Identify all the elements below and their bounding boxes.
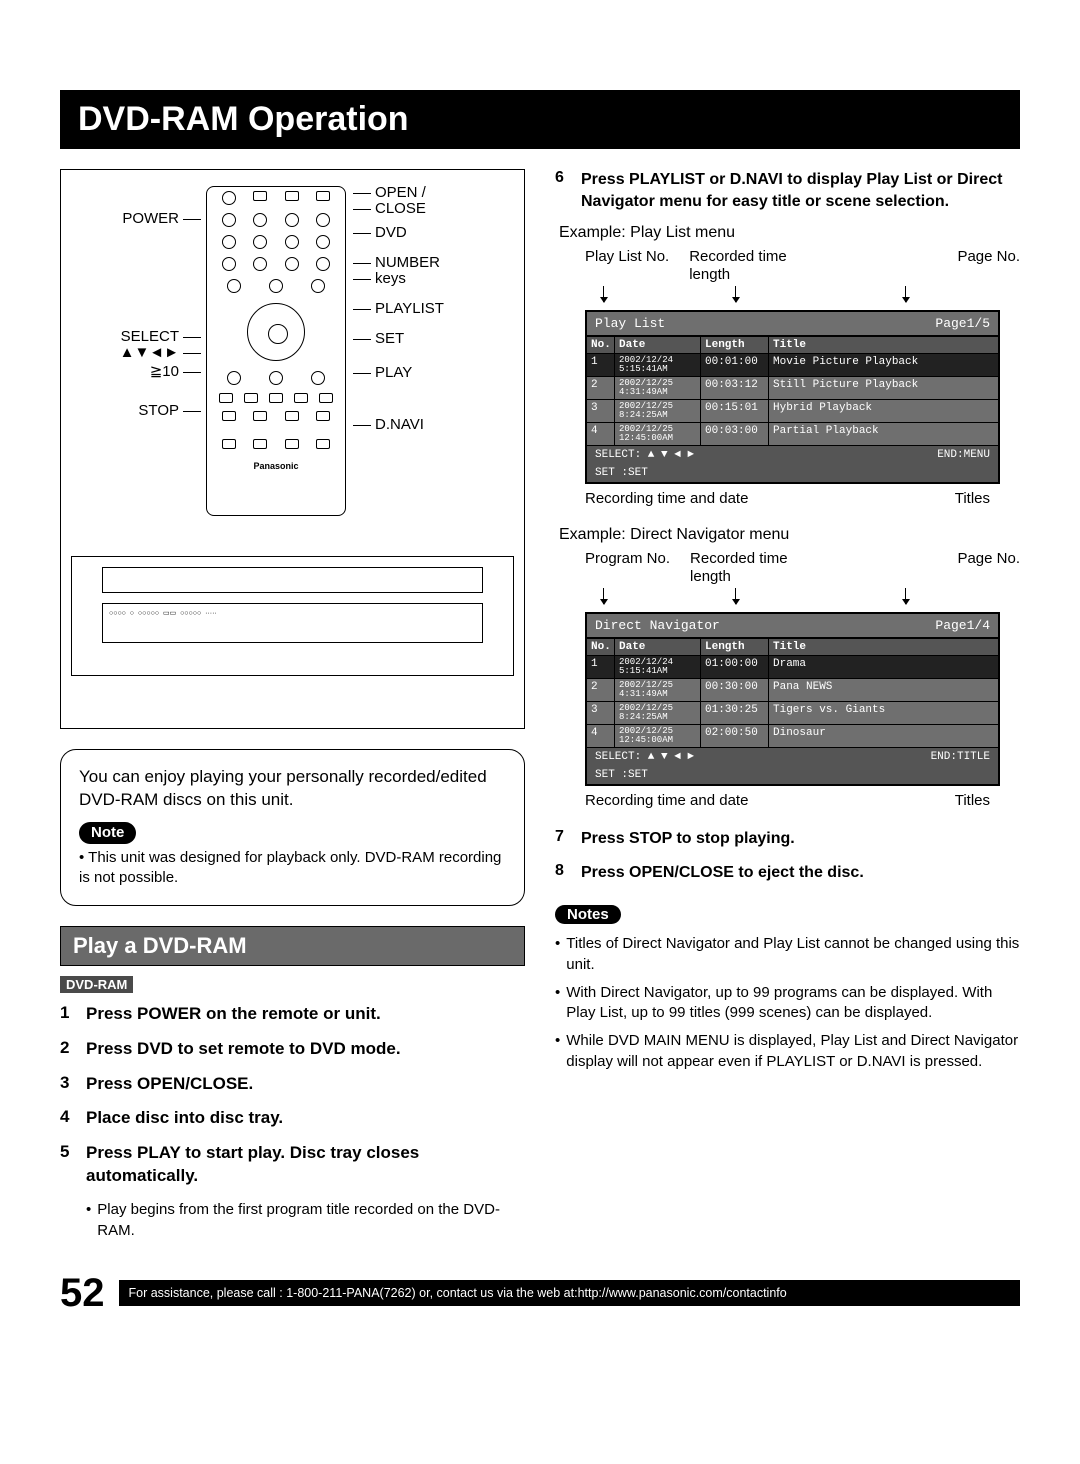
osd-row: 12002/12/245:15:41AM00:01:00Movie Pictur…: [587, 353, 998, 376]
step: 2Press DVD to set remote to DVD mode.: [60, 1038, 525, 1061]
page-number: 52: [60, 1271, 105, 1316]
example1-label: Example: Play List menu: [559, 224, 1020, 242]
remote-label-right: SET: [353, 330, 404, 347]
remote-label-right: CLOSE: [353, 200, 426, 217]
remote-label-left: STOP: [71, 402, 201, 419]
remote-label-left: SELECT: [71, 328, 201, 345]
remote-label-right: keys: [353, 270, 406, 287]
intro-text: You can enjoy playing your personally re…: [79, 766, 506, 812]
note-item: While DVD MAIN MENU is displayed, Play L…: [555, 1031, 1020, 1072]
arrows-2: [585, 588, 1000, 606]
footer-bar: 52 For assistance, please call : 1-800-2…: [60, 1271, 1020, 1316]
remote-label-right: D.NAVI: [353, 416, 424, 433]
footer-text: For assistance, please call : 1-800-211-…: [119, 1280, 1021, 1306]
osd-row: 32002/12/258:24:25AM01:30:25Tigers vs. G…: [587, 701, 998, 724]
left-column: POWER SELECT▲▼◄►≧10 STOP OPEN /CLOSE DVD NUM…: [60, 169, 525, 1241]
remote-label-right: PLAY: [353, 364, 412, 381]
remote-label-right: OPEN /: [353, 184, 426, 201]
step: 4Place disc into disc tray.: [60, 1107, 525, 1130]
below-callouts-2: Recording time and date Titles: [585, 792, 990, 810]
intro-box: You can enjoy playing your personally re…: [60, 749, 525, 906]
osd-row: 42002/12/2512:45:00AM02:00:50Dinosaur: [587, 724, 998, 747]
below-callouts-1: Recording time and date Titles: [585, 490, 990, 508]
remote-label-right: NUMBER: [353, 254, 440, 271]
example2-label: Example: Direct Navigator menu: [559, 526, 1020, 544]
page-title-bar: DVD-RAM Operation: [60, 90, 1020, 149]
note-pill: Note: [79, 822, 136, 844]
substep: Play begins from the first program title…: [86, 1200, 525, 1241]
step-8: 8 Press OPEN/CLOSE to eject the disc.: [555, 862, 1020, 884]
section-bar: Play a DVD-RAM: [60, 926, 525, 966]
page-title: DVD-RAM Operation: [78, 100, 409, 138]
dvdram-badge: DVD-RAM: [60, 976, 133, 993]
note-item: Titles of Direct Navigator and Play List…: [555, 934, 1020, 975]
osd-row: 12002/12/245:15:41AM01:00:00Drama: [587, 655, 998, 678]
remote-label-right: DVD: [353, 224, 407, 241]
main-columns: POWER SELECT▲▼◄►≧10 STOP OPEN /CLOSE DVD NUM…: [60, 169, 1020, 1241]
remote-label-right: PLAYLIST: [353, 300, 444, 317]
osd-row: 42002/12/2512:45:00AM00:03:00Partial Pla…: [587, 422, 998, 445]
unit-drawing: ○○○○ ○ ○○○○○ ▭▭ ○○○○○ ·····: [71, 556, 514, 676]
remote-label-left: POWER: [71, 210, 201, 227]
remote-label-left: ≧10: [71, 362, 201, 380]
notes-pill: Notes: [555, 905, 621, 924]
right-column: 6 Press PLAYLIST or D.NAVI to display Pl…: [555, 169, 1020, 1241]
navigator-osd: Direct NavigatorPage1/4No.DateLengthTitl…: [585, 612, 1000, 786]
osd-row: 22002/12/254:31:49AM00:30:00Pana NEWS: [587, 678, 998, 701]
steps-left: 1Press POWER on the remote or unit. 2Pres…: [60, 1003, 525, 1241]
remote-label-left: ▲▼◄►: [71, 344, 201, 361]
remote-body: Panasonic: [206, 186, 346, 516]
playlist-osd: Play ListPage1/5No.DateLengthTitle12002/…: [585, 310, 1000, 484]
step: 1Press POWER on the remote or unit.: [60, 1003, 525, 1026]
intro-note-text: • This unit was designed for playback on…: [79, 848, 506, 889]
remote-brand: Panasonic: [207, 461, 345, 471]
osd-row: 22002/12/254:31:49AM00:03:12Still Pictur…: [587, 376, 998, 399]
remote-wrap: POWER SELECT▲▼◄►≧10 STOP OPEN /CLOSE DVD NUM…: [71, 180, 514, 540]
step: 3Press OPEN/CLOSE.: [60, 1073, 525, 1096]
arrows-1: [585, 286, 1000, 304]
osd-row: 32002/12/258:24:25AM00:15:01Hybrid Playb…: [587, 399, 998, 422]
note-item: With Direct Navigator, up to 99 programs…: [555, 983, 1020, 1024]
step: 5Press PLAY to start play. Disc tray clo…: [60, 1142, 525, 1188]
callouts-top-1: Play List No. Recorded time length Page …: [585, 248, 1020, 284]
step-7: 7 Press STOP to stop playing.: [555, 828, 1020, 850]
step-6: 6 Press PLAYLIST or D.NAVI to display Pl…: [555, 169, 1020, 212]
remote-diagram: POWER SELECT▲▼◄►≧10 STOP OPEN /CLOSE DVD NUM…: [60, 169, 525, 729]
callouts-top-2: Program No. Recorded time length Page No…: [585, 550, 1020, 586]
notes-list: Titles of Direct Navigator and Play List…: [555, 934, 1020, 1072]
